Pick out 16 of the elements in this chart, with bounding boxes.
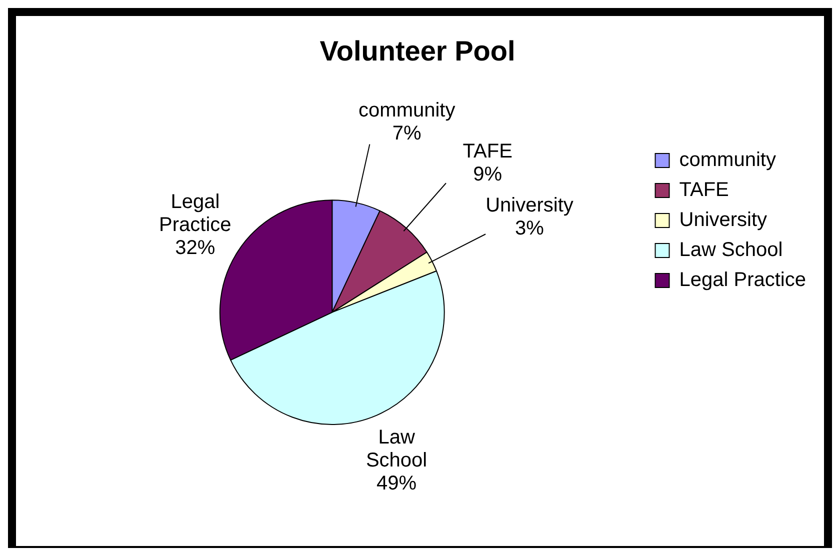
legend-label: community — [679, 149, 776, 172]
slice-label: Law School — [366, 426, 428, 472]
chart-title: Volunteer Pool — [320, 36, 516, 67]
category-label: TAFE — [462, 140, 512, 163]
data-label: 3% — [515, 218, 544, 240]
legend-label: University — [679, 209, 768, 232]
slice-label: University — [486, 194, 574, 217]
slice-label: Legal Practice — [159, 190, 232, 236]
data-label: 7% — [392, 122, 422, 145]
data-label: 32% — [175, 236, 216, 259]
data-label: 9% — [473, 164, 502, 186]
legend-label: Legal Practice — [679, 269, 806, 292]
legend-label: Law School — [679, 239, 783, 262]
slice-label: community — [358, 100, 456, 122]
legend-label: TAFE — [679, 179, 729, 202]
data-label: 49% — [376, 472, 417, 495]
